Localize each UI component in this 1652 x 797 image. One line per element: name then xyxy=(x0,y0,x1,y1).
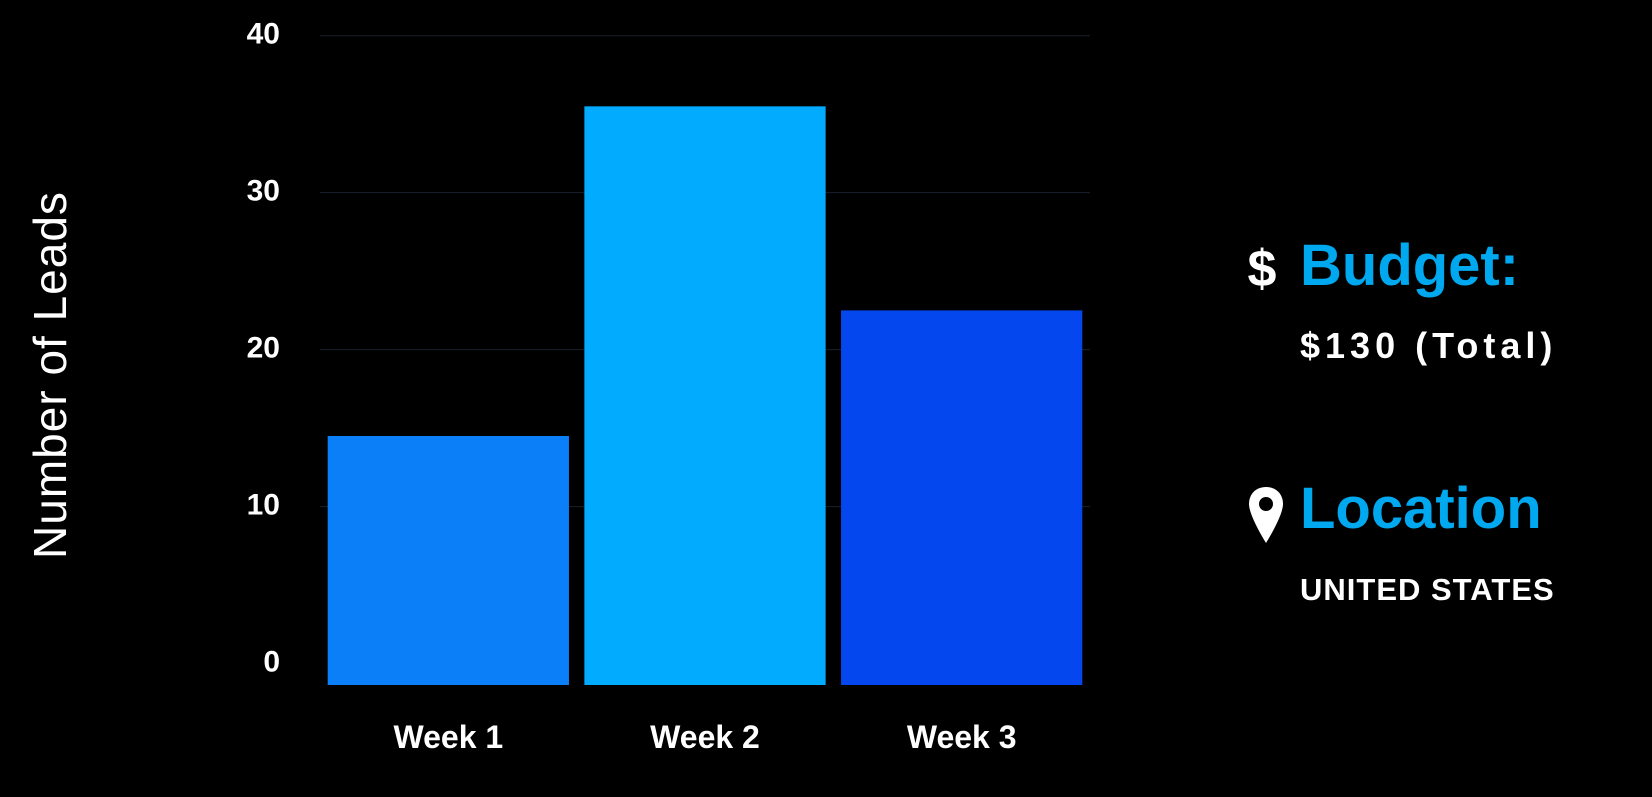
x-tick-label-3: Week 3 xyxy=(907,719,1017,755)
location-value: UNITED STATES xyxy=(1300,572,1555,607)
y-axis-title: Number of Leads xyxy=(24,191,76,559)
y-tick-label-10: 10 xyxy=(247,489,280,522)
budget-heading-row: $ Budget: xyxy=(1248,232,1520,299)
dollar-icon: $ xyxy=(1242,240,1282,296)
y-tick-label-20: 20 xyxy=(247,332,280,365)
y-tick-label-30: 30 xyxy=(247,175,280,208)
svg-text:$: $ xyxy=(1248,240,1277,296)
x-tick-label-1: Week 1 xyxy=(393,719,503,755)
budget-value: $130 (Total) xyxy=(1300,325,1558,366)
campaign-info-panel: $ Budget: $130 (Total) Location UNITED S… xyxy=(1248,0,1640,797)
y-tick-label-0: 0 xyxy=(263,646,280,679)
x-tick-label-2: Week 2 xyxy=(650,719,760,755)
map-pin-icon xyxy=(1246,483,1286,547)
bar-week-3 xyxy=(841,310,1083,685)
bar-week-1 xyxy=(327,435,569,685)
location-heading: Location xyxy=(1300,476,1542,541)
y-tick-label-40: 40 xyxy=(247,18,280,51)
location-heading-row: Location xyxy=(1249,475,1542,543)
budget-heading: Budget: xyxy=(1300,233,1520,298)
bar-chart: 0 10 20 30 40 Week 1 Week 2 Week 3 xyxy=(247,18,1090,755)
bar-week-2 xyxy=(584,106,826,685)
